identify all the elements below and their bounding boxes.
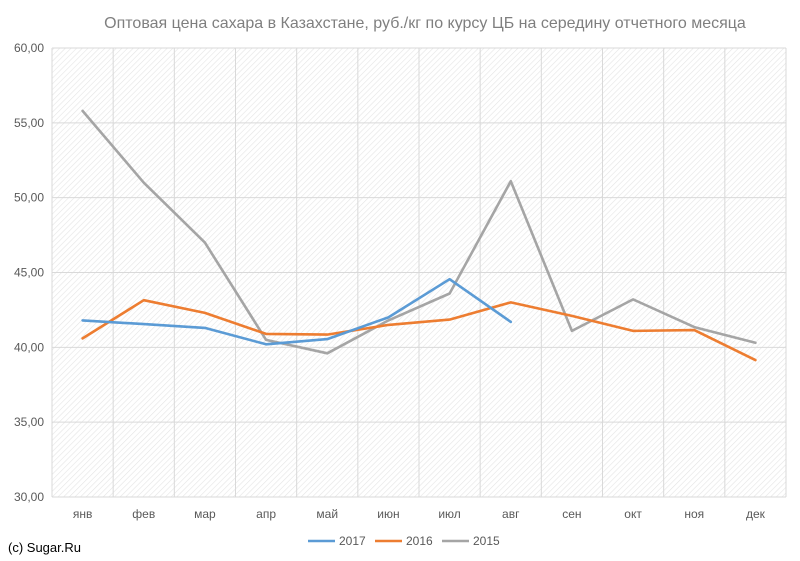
x-tick-label: ноя bbox=[684, 507, 704, 521]
source-label: (c) Sugar.Ru bbox=[8, 540, 81, 555]
y-tick-label: 45,00 bbox=[14, 266, 44, 280]
series-line-2015 bbox=[81, 109, 757, 355]
x-tick-label: фев bbox=[132, 507, 155, 521]
y-tick-label: 60,00 bbox=[14, 41, 44, 55]
x-tick-label: мар bbox=[194, 507, 216, 521]
x-tick-label: май bbox=[316, 507, 338, 521]
legend-label-2017: 2017 bbox=[339, 534, 366, 548]
x-tick-label: сен bbox=[562, 507, 581, 521]
series-lines bbox=[81, 109, 757, 362]
gridlines bbox=[51, 47, 787, 498]
chart-title: Оптовая цена сахара в Казахстане, руб./к… bbox=[104, 15, 746, 32]
series-line-2016 bbox=[81, 298, 757, 362]
x-tick-label: дек bbox=[746, 507, 766, 521]
x-tick-label: янв bbox=[73, 507, 93, 521]
x-tick-label: окт bbox=[624, 507, 642, 521]
y-tick-label: 35,00 bbox=[14, 415, 44, 429]
x-tick-label: июн bbox=[377, 507, 399, 521]
series-line-2017 bbox=[81, 277, 513, 346]
x-tick-label: апр bbox=[256, 507, 276, 521]
y-tick-label: 30,00 bbox=[14, 490, 44, 504]
legend: 2017 2016 2015 bbox=[308, 534, 500, 548]
y-tick-label: 55,00 bbox=[14, 116, 44, 130]
y-tick-label: 50,00 bbox=[14, 191, 44, 205]
y-tick-label: 40,00 bbox=[14, 340, 44, 354]
x-axis-ticks: янв фев мар апр май июн июл авг сен окт ноя дек bbox=[73, 507, 766, 521]
y-axis-ticks: 30,00 35,00 40,00 45,00 50,00 55,00 60,00 bbox=[14, 41, 44, 504]
x-tick-label: авг bbox=[502, 507, 520, 521]
legend-label-2015: 2015 bbox=[473, 534, 500, 548]
x-tick-label: июл bbox=[438, 507, 460, 521]
legend-label-2016: 2016 bbox=[406, 534, 433, 548]
